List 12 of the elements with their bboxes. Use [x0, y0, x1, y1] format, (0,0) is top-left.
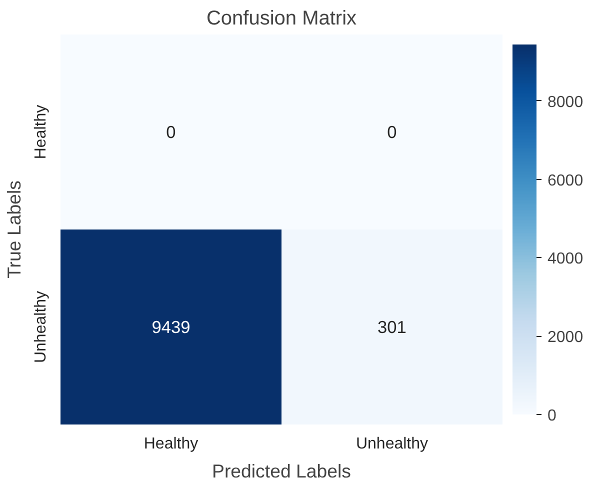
data-label: 0 [387, 122, 397, 142]
color-bar-label: 2000 [548, 329, 584, 346]
chart-title: Confusion Matrix [206, 8, 357, 30]
data-label: 301 [378, 317, 406, 337]
color-bar-label: 6000 [548, 172, 584, 190]
y-axis-title: True Labels [4, 180, 24, 278]
color-bar-label: 0 [548, 408, 556, 424]
data-label: 0 [166, 122, 176, 142]
data-label: 9439 [152, 317, 190, 337]
color-bar-label: 4000 [548, 250, 584, 268]
x-axis-title: Predicted Labels [212, 460, 351, 482]
color-bar-label: 8000 [548, 94, 584, 111]
